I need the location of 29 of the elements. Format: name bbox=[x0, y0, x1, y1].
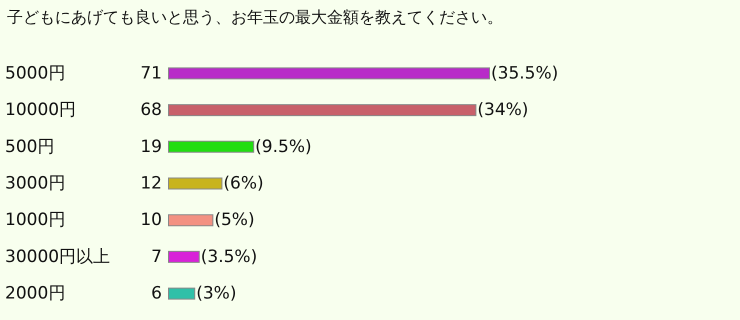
annotation: (6%) bbox=[223, 174, 264, 194]
bar bbox=[168, 140, 254, 153]
data-label: 10 bbox=[140, 210, 162, 230]
annotation: (35.5%) bbox=[491, 63, 558, 84]
y-tick-label: 5000円 bbox=[5, 63, 66, 84]
y-tick-label: 3000円 bbox=[5, 174, 66, 194]
data-label: 7 bbox=[151, 246, 162, 267]
data-label: 19 bbox=[140, 136, 162, 157]
y-tick-label: 1000円 bbox=[5, 210, 66, 230]
data-label: 12 bbox=[140, 174, 162, 194]
bar bbox=[168, 250, 200, 263]
y-tick-label: 500円 bbox=[5, 136, 54, 157]
annotation: (3%) bbox=[196, 284, 236, 304]
bar bbox=[168, 288, 196, 300]
data-label: 71 bbox=[140, 63, 162, 84]
bar bbox=[168, 178, 222, 190]
annotation: (34%) bbox=[477, 100, 528, 120]
chart-title: 子どもにあげても良いと思う、お年玉の最大金額を教えてください。 bbox=[7, 8, 503, 26]
bar bbox=[168, 67, 490, 80]
data-label: 6 bbox=[151, 284, 162, 304]
annotation: (5%) bbox=[214, 210, 255, 230]
y-tick-label: 30000円以上 bbox=[5, 246, 110, 267]
data-label: 68 bbox=[140, 100, 162, 120]
bar bbox=[168, 214, 214, 226]
annotation: (3.5%) bbox=[200, 246, 258, 267]
bar bbox=[168, 104, 476, 116]
y-tick-label: 2000円 bbox=[5, 284, 66, 304]
y-tick-label: 10000円 bbox=[5, 100, 76, 120]
annotation: (9.5%) bbox=[255, 136, 312, 157]
